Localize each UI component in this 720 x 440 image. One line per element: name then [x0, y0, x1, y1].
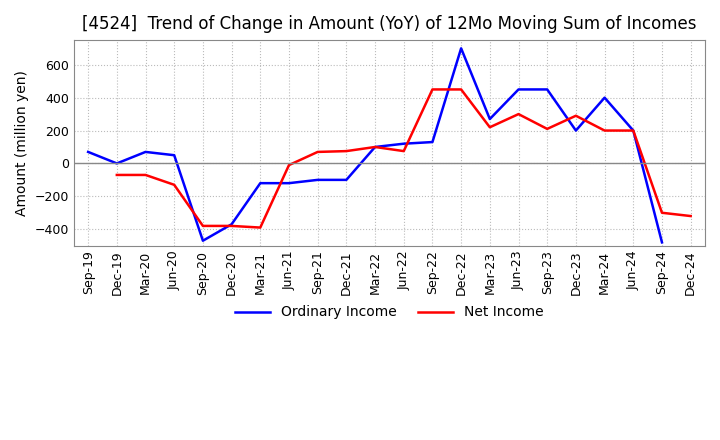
- Ordinary Income: [170, 153, 179, 158]
- Net Income: [199, 223, 207, 228]
- Ordinary Income: [600, 95, 609, 100]
- Ordinary Income: [199, 238, 207, 243]
- Net Income: [629, 128, 638, 133]
- Net Income: [141, 172, 150, 178]
- Net Income: [686, 213, 695, 219]
- Ordinary Income: [342, 177, 351, 183]
- Line: Ordinary Income: Ordinary Income: [88, 48, 662, 242]
- Ordinary Income: [657, 240, 666, 245]
- Ordinary Income: [84, 149, 92, 154]
- Ordinary Income: [400, 141, 408, 147]
- Net Income: [112, 172, 121, 178]
- Ordinary Income: [485, 117, 494, 122]
- Ordinary Income: [543, 87, 552, 92]
- Ordinary Income: [428, 139, 437, 145]
- Net Income: [228, 223, 236, 228]
- Ordinary Income: [514, 87, 523, 92]
- Net Income: [456, 87, 465, 92]
- Net Income: [657, 210, 666, 216]
- Net Income: [514, 111, 523, 117]
- Ordinary Income: [141, 149, 150, 154]
- Net Income: [400, 148, 408, 154]
- Net Income: [600, 128, 609, 133]
- Legend: Ordinary Income, Net Income: Ordinary Income, Net Income: [230, 300, 549, 325]
- Y-axis label: Amount (million yen): Amount (million yen): [15, 70, 29, 216]
- Net Income: [170, 182, 179, 187]
- Ordinary Income: [112, 161, 121, 166]
- Ordinary Income: [284, 180, 293, 186]
- Net Income: [543, 126, 552, 132]
- Line: Net Income: Net Income: [117, 89, 690, 227]
- Net Income: [485, 125, 494, 130]
- Ordinary Income: [456, 46, 465, 51]
- Ordinary Income: [572, 128, 580, 133]
- Ordinary Income: [228, 222, 236, 227]
- Net Income: [313, 149, 322, 154]
- Net Income: [284, 162, 293, 168]
- Net Income: [256, 225, 265, 230]
- Net Income: [572, 113, 580, 118]
- Ordinary Income: [256, 180, 265, 186]
- Net Income: [371, 144, 379, 150]
- Net Income: [428, 87, 437, 92]
- Net Income: [342, 148, 351, 154]
- Ordinary Income: [629, 128, 638, 133]
- Title: [4524]  Trend of Change in Amount (YoY) of 12Mo Moving Sum of Incomes: [4524] Trend of Change in Amount (YoY) o…: [82, 15, 697, 33]
- Ordinary Income: [371, 144, 379, 150]
- Ordinary Income: [313, 177, 322, 183]
